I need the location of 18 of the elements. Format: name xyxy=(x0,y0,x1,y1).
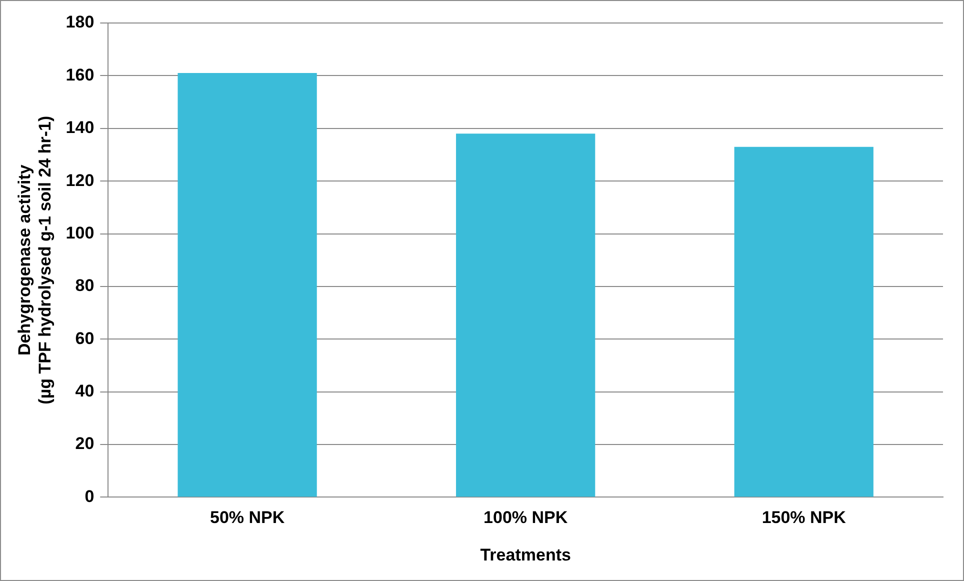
y-tick-label: 160 xyxy=(66,65,94,84)
y-axis-title: Dehygrogenase activity (µg TPF hydrolysed g-1 soil 24 hr-1) xyxy=(14,116,54,404)
y-tick-label: 40 xyxy=(75,382,94,401)
y-tick-label: 80 xyxy=(75,276,94,296)
y-tick-label: 100 xyxy=(66,223,94,242)
x-tick-label: 100% NPK xyxy=(484,508,568,528)
bar xyxy=(178,73,317,497)
y-tick-label: 180 xyxy=(66,12,94,32)
y-tick-label: 0 xyxy=(84,486,94,506)
y-tick-label: 60 xyxy=(75,328,94,348)
y-tick-label: 140 xyxy=(66,118,94,138)
x-axis-title: Treatments xyxy=(480,545,571,564)
bar xyxy=(456,134,596,497)
x-tick-label: 50% NPK xyxy=(210,508,286,528)
y-tick-label: 120 xyxy=(66,170,94,190)
y-tick-label: 20 xyxy=(75,434,94,454)
bar xyxy=(734,146,874,497)
x-tick-label: 150% NPK xyxy=(762,508,847,528)
